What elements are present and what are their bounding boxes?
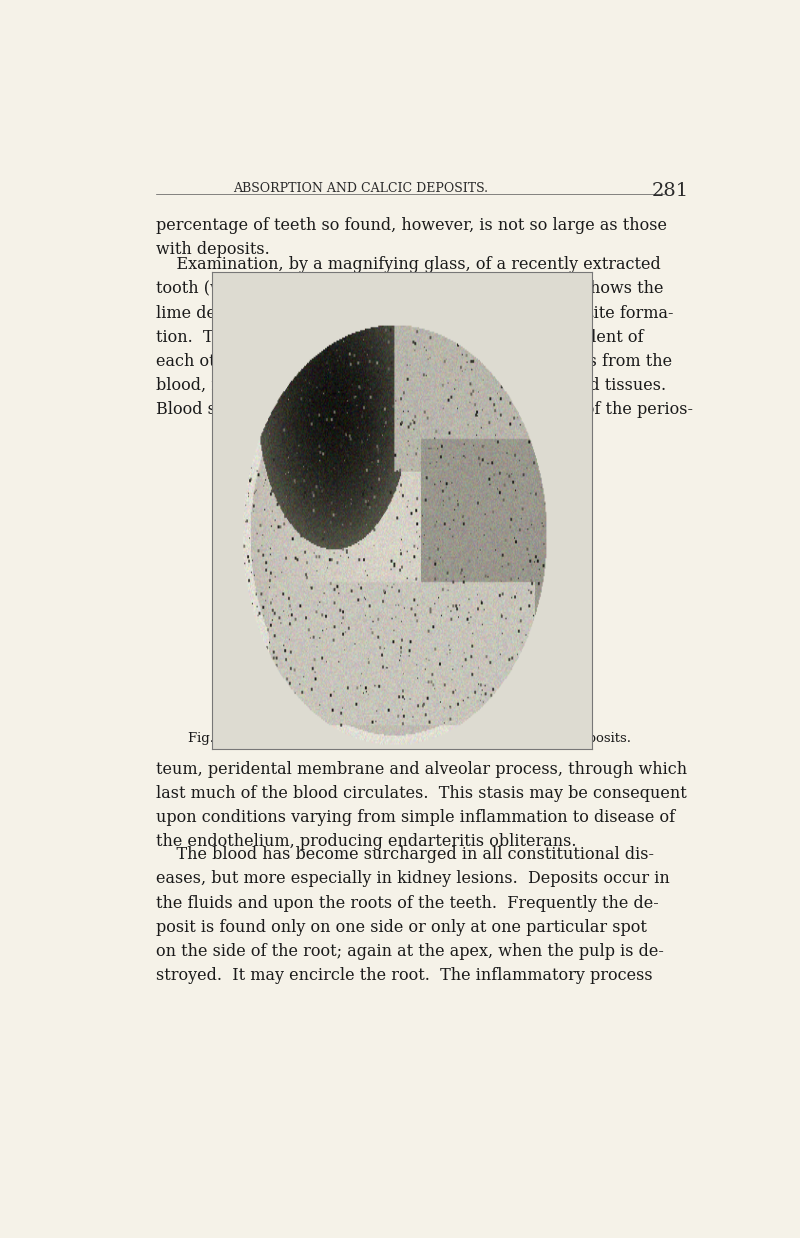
Text: percentage of teeth so found, however, is not so large as those
with deposits.: percentage of teeth so found, however, i… [156, 217, 666, 259]
Text: 281: 281 [652, 182, 689, 199]
Text: teum, peridental membrane and alveolar process, through which
last much of the b: teum, peridental membrane and alveolar p… [156, 760, 687, 851]
Text: Examination, by a magnifying glass, of a recently extracted
tooth (with the root: Examination, by a magnifying glass, of a… [156, 256, 693, 418]
Text: Fig. 91.—Palatine Root of a Molar Tooth Showing Calcic Deposits.: Fig. 91.—Palatine Root of a Molar Tooth … [189, 732, 631, 745]
Text: The blood has become surcharged in all constitutional dis-
eases, but more espec: The blood has become surcharged in all c… [156, 847, 670, 984]
Text: ABSORPTION AND CALCIC DEPOSITS.: ABSORPTION AND CALCIC DEPOSITS. [233, 182, 488, 194]
